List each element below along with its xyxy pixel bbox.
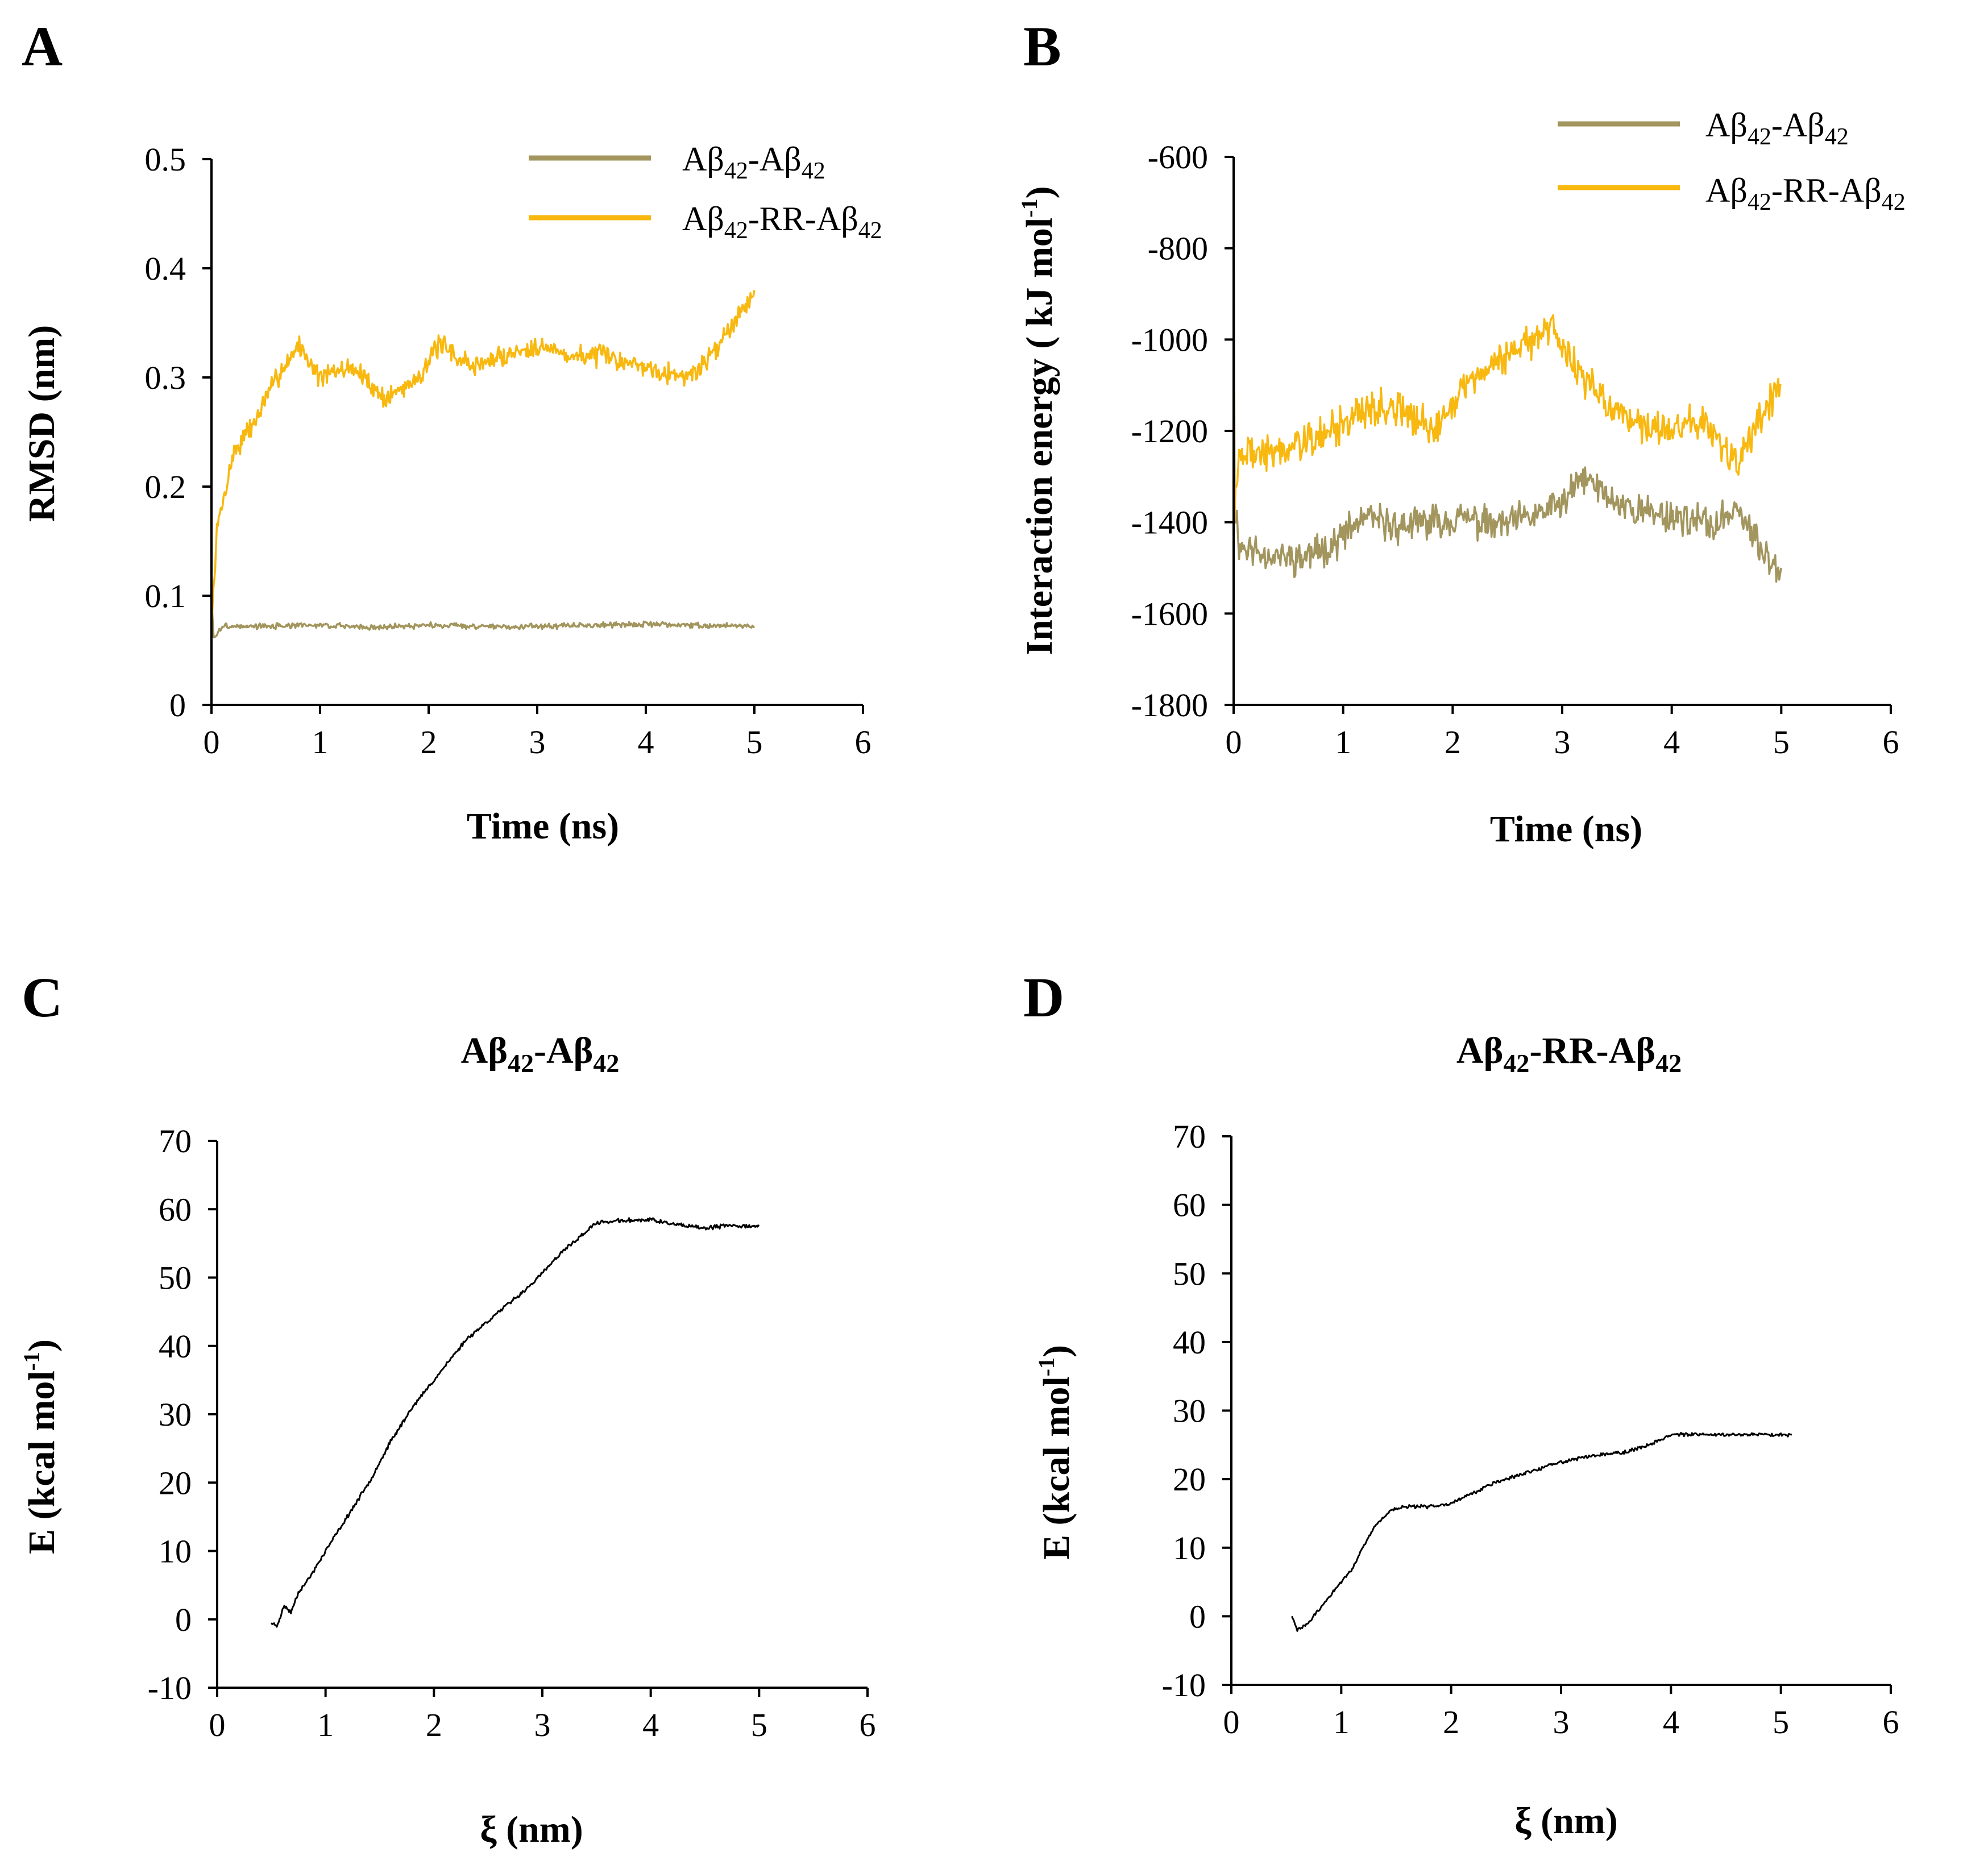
- panel-c-x-tick-label: 5: [751, 1706, 767, 1743]
- panel-d-y-tick-label: 30: [1173, 1393, 1206, 1430]
- panel-b-y-tick-label: -600: [1148, 139, 1208, 176]
- panel-letter-c: C: [22, 966, 63, 1029]
- panel-d-y-tick-label: 60: [1173, 1187, 1206, 1224]
- panel-a-y-tick-label: 0.3: [145, 359, 186, 396]
- panel-b-x-tick-label: 4: [1663, 724, 1680, 761]
- panel-d-x-tick-label: 1: [1333, 1704, 1350, 1741]
- panel-d-y-tick-label: 10: [1173, 1530, 1206, 1567]
- panel-b-series-1: [1232, 156, 1783, 583]
- panel-c-y-tick-label: 20: [159, 1464, 192, 1501]
- panel-b-y-tick-label: -1000: [1131, 321, 1208, 358]
- panel-c-y-tick-label: 70: [159, 1123, 192, 1160]
- panel-c-y-tick-label: 40: [159, 1328, 192, 1365]
- panel-b-series-2: [1232, 314, 1782, 522]
- panel-a-ylabel: RMSD (nm): [21, 325, 63, 522]
- panel-b-legend-label-2: Aβ42-RR-Aβ42: [1705, 172, 1906, 215]
- panel-a-y-tick-label: 0.2: [145, 468, 186, 505]
- panel-d-y-tick-label: 0: [1189, 1598, 1206, 1635]
- panel-a-y-tick-label: 0.4: [145, 250, 186, 287]
- panel-b-y-tick-label: -800: [1148, 230, 1208, 267]
- panel-a-legend-label-1: Aβ42-Aβ42: [682, 140, 825, 184]
- panel-d-x-tick-label: 5: [1773, 1704, 1789, 1741]
- panel-b-y-tick-label: -1800: [1131, 687, 1208, 724]
- panel-a-x-tick-label: 4: [638, 724, 654, 761]
- panel-a-plot: 0 1 2 3 4 5 6 0 0.1 0.2 0.3 0.4 0.5: [145, 141, 871, 761]
- panel-b-xlabel: Time (ns): [1490, 808, 1642, 850]
- panel-a-y-tick-label: 0.1: [145, 578, 186, 614]
- panel-b-x-tick-label: 6: [1883, 724, 1899, 761]
- panel-c-x-tick-label: 0: [209, 1706, 226, 1743]
- panel-d-y-tick-label: 50: [1173, 1255, 1206, 1292]
- panel-a-x-tick-label: 5: [746, 724, 763, 761]
- panel-c-x-tick-label: 6: [860, 1706, 876, 1743]
- panel-d-x-tick-label: 3: [1553, 1704, 1570, 1741]
- panel-d-y-tick-label: 40: [1173, 1324, 1206, 1361]
- panel-a-series-2: [210, 290, 756, 629]
- panel-b-x-tick-label: 3: [1554, 724, 1571, 761]
- panel-b-y-tick-label: -1200: [1131, 413, 1208, 450]
- panel-d-y-tick-label: 20: [1173, 1461, 1206, 1498]
- panel-d-xlabel: ξ (nm): [1514, 1800, 1618, 1842]
- panel-b-y-tick-label: -1400: [1131, 504, 1208, 541]
- panel-c-ylabel: E (kcal mol-1): [19, 1339, 63, 1554]
- panel-b-y-tick-label: -1600: [1131, 595, 1208, 632]
- panel-a-x-tick-label: 1: [312, 724, 329, 761]
- panel-d-series-1: [1290, 1431, 1792, 1632]
- panel-a-xlabel: Time (ns): [467, 805, 619, 847]
- panel-d-y-tick-label: 70: [1173, 1118, 1206, 1155]
- panel-d-title: Aβ42-RR-Aβ42: [1456, 1030, 1682, 1078]
- panel-c-x-tick-label: 2: [426, 1706, 442, 1743]
- panel-d-x-tick-label: 0: [1223, 1704, 1240, 1741]
- panel-letter-b: B: [1023, 15, 1061, 78]
- panel-a-y-tick-label: 0.5: [145, 141, 186, 178]
- panel-c-y-tick-label: 60: [159, 1191, 192, 1228]
- panel-c-x-tick-label: 4: [642, 1706, 659, 1743]
- panel-a-legend: Aβ42-Aβ42 Aβ42-RR-Aβ42: [529, 140, 882, 244]
- panel-b-ylabel: Interaction energy ( kJ mol-1): [1016, 186, 1060, 655]
- panel-letter-a: A: [22, 15, 63, 78]
- panel-d-ylabel: E (kcal mol-1): [1034, 1345, 1077, 1560]
- panel-c-x-tick-label: 1: [317, 1706, 334, 1743]
- panel-b-x-tick-label: 5: [1773, 724, 1790, 761]
- panel-a-legend-label-2: Aβ42-RR-Aβ42: [682, 200, 882, 244]
- panel-b-legend-label-1: Aβ42-Aβ42: [1705, 106, 1849, 150]
- panel-b-plot: 0 1 2 3 4 5 6 -1800 -1600 -1400 -1200 -1000 -800 -600: [1131, 139, 1899, 761]
- panel-a-x-tick-label: 3: [529, 724, 546, 761]
- panel-d-y-tick-label: -10: [1162, 1667, 1206, 1704]
- panel-letter-d: D: [1023, 966, 1064, 1029]
- panel-c-y-tick-label: -10: [148, 1669, 192, 1706]
- panel-a-x-tick-label: 0: [204, 724, 220, 761]
- panel-b-x-tick-label: 2: [1445, 724, 1461, 761]
- panel-c-title: Aβ42-Aβ42: [461, 1030, 620, 1078]
- panel-c-y-tick-label: 30: [159, 1396, 192, 1433]
- panel-b-legend: Aβ42-Aβ42 Aβ42-RR-Aβ42: [1558, 106, 1906, 215]
- panel-d-x-tick-label: 2: [1443, 1704, 1459, 1741]
- panel-c-y-tick-label: 0: [175, 1601, 192, 1638]
- panel-b-x-tick-label: 0: [1226, 724, 1242, 761]
- panel-d-plot: 0 1 2 3 4 5 6 -10 0 10 20 30 40 50 60 70: [1162, 1118, 1899, 1741]
- panel-c-y-tick-label: 10: [159, 1533, 192, 1570]
- panel-a-x-tick-label: 2: [421, 724, 437, 761]
- panel-c-x-tick-label: 3: [534, 1706, 551, 1743]
- panel-b-x-tick-label: 1: [1335, 724, 1351, 761]
- panel-c-y-tick-label: 50: [159, 1260, 192, 1297]
- panel-a-series-1: [210, 595, 756, 638]
- panel-c-series-1: [271, 1217, 760, 1628]
- panel-a-y-tick-label: 0: [169, 687, 186, 724]
- panel-a-x-tick-label: 6: [855, 724, 871, 761]
- panel-c-plot: 0 1 2 3 4 5 6 -10 0 10 20 30 40 50 60 70: [148, 1123, 876, 1743]
- panel-d-x-tick-label: 4: [1663, 1704, 1679, 1741]
- panel-d-x-tick-label: 6: [1883, 1704, 1899, 1741]
- panel-c-xlabel: ξ (nm): [480, 1809, 583, 1850]
